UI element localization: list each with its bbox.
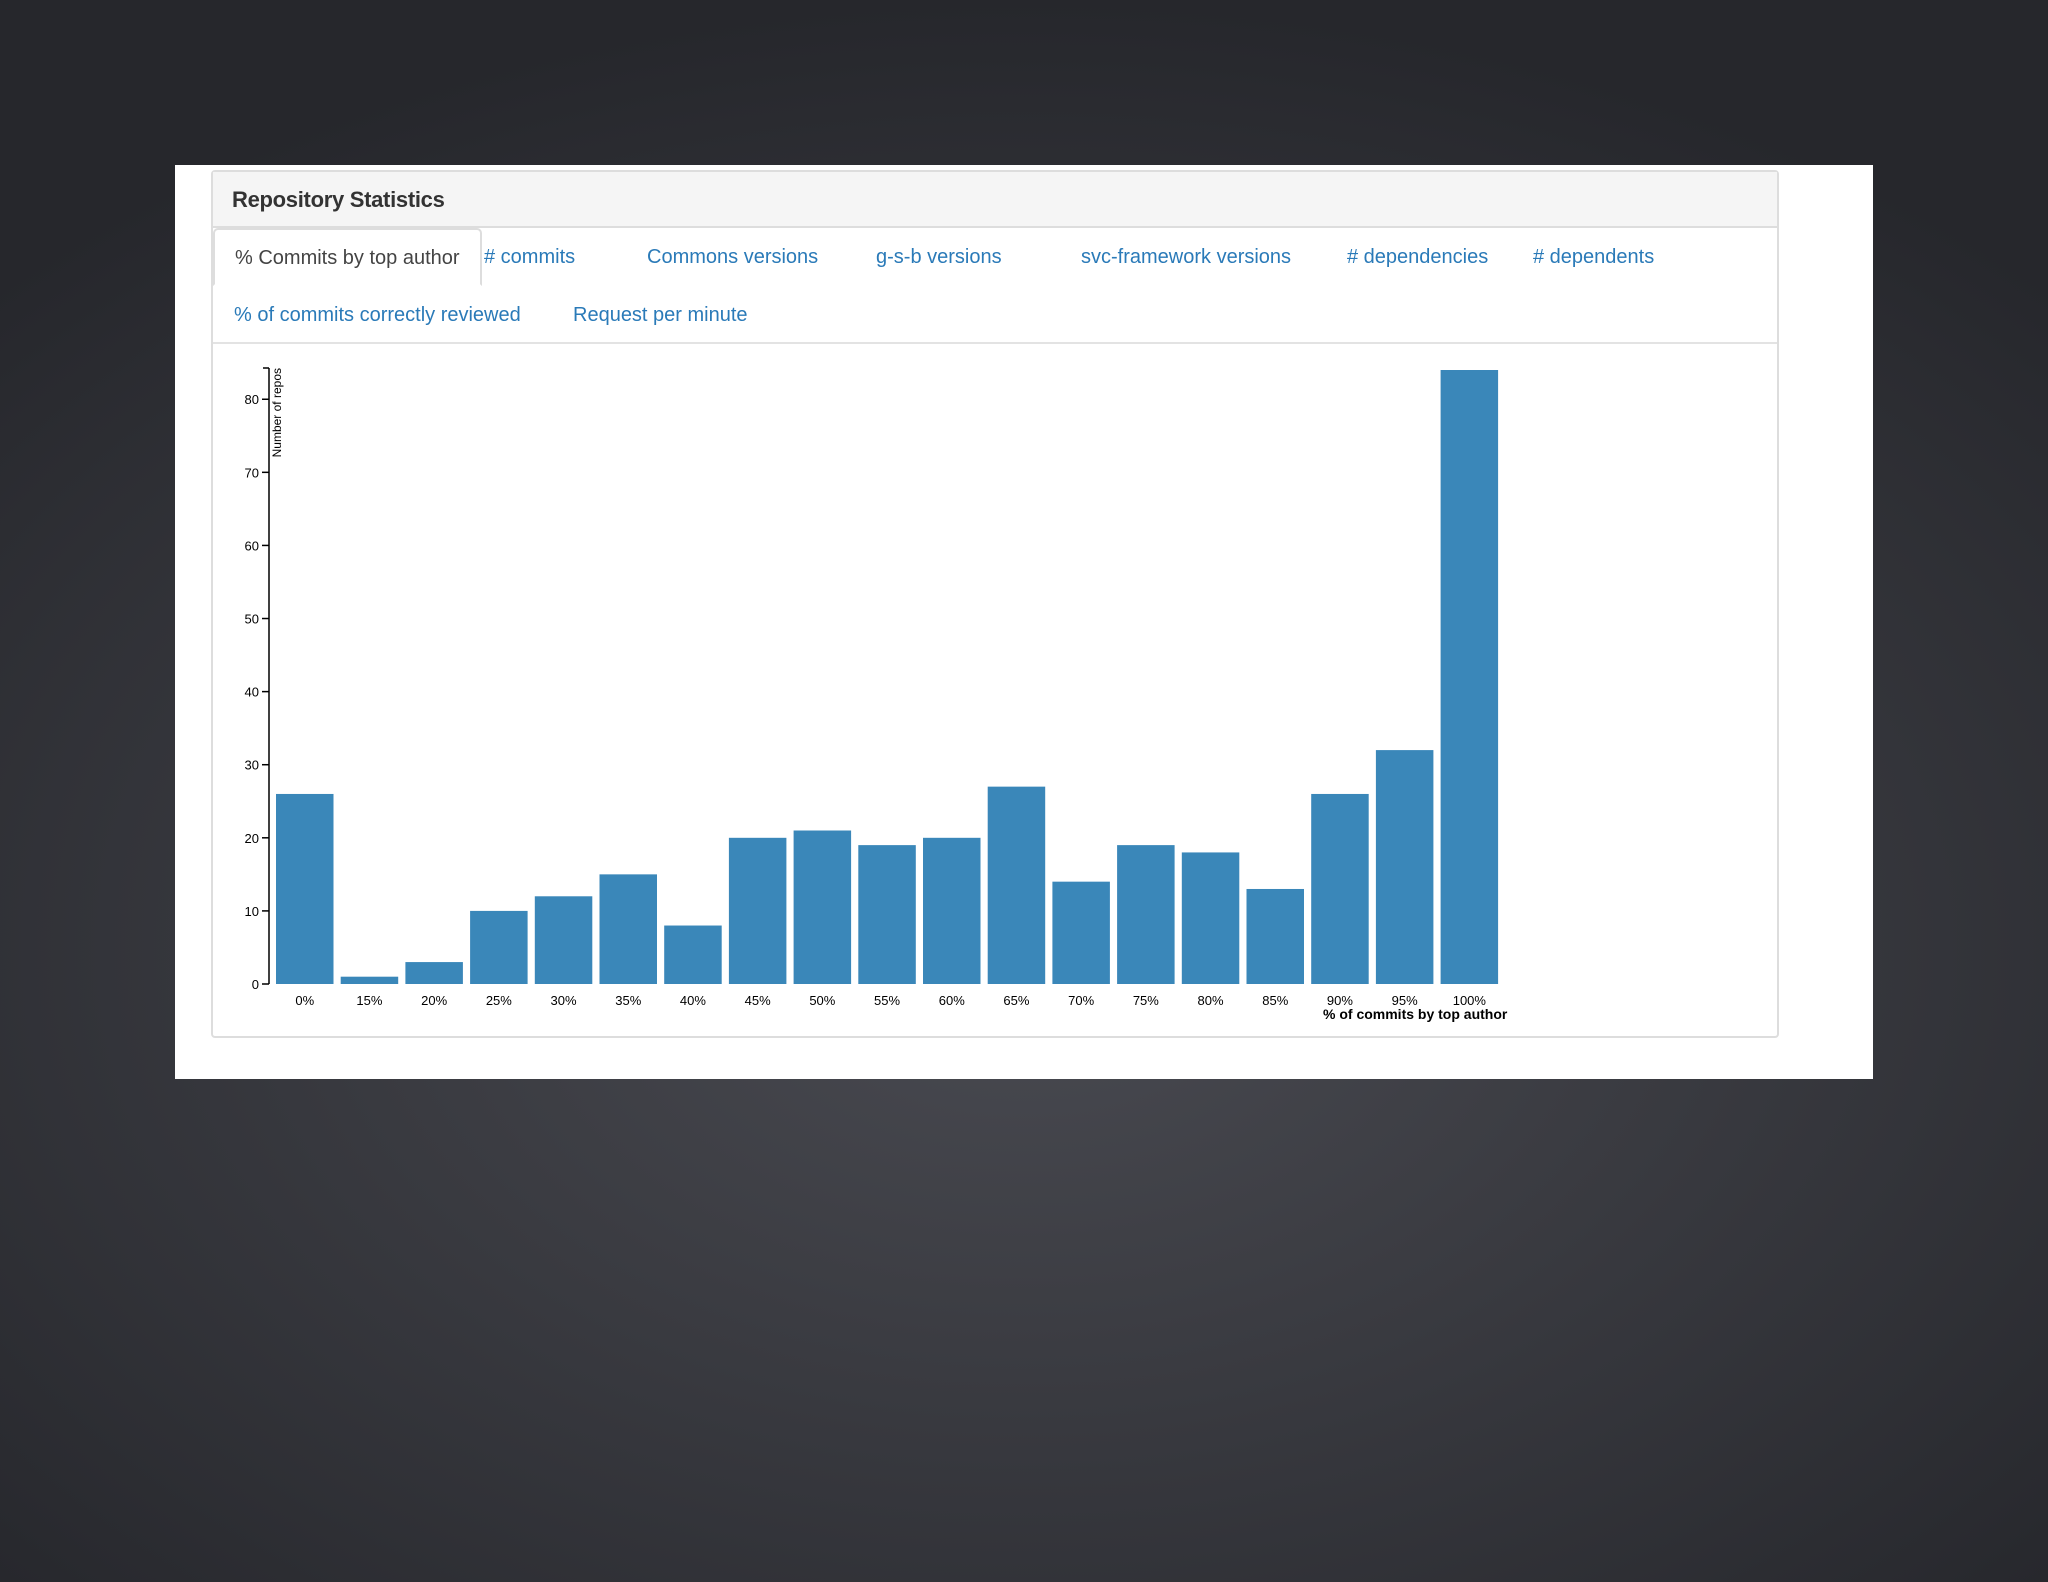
bar-75pct bbox=[1117, 845, 1175, 984]
bar-15pct bbox=[340, 976, 399, 984]
tab-dependents[interactable]: # dependents bbox=[1533, 246, 1655, 268]
bar-0pct bbox=[276, 793, 334, 984]
x-tick-label-50pct: 50% bbox=[809, 993, 835, 1008]
bar-30pct bbox=[534, 896, 593, 984]
x-tick-label-85pct: 85% bbox=[1262, 993, 1288, 1008]
bar-45pct bbox=[728, 837, 787, 984]
panel-title: Repository Statistics bbox=[232, 187, 445, 212]
x-tick-label-30pct: 30% bbox=[551, 993, 577, 1008]
bar-85pct bbox=[1246, 888, 1304, 984]
bar-40pct bbox=[664, 925, 722, 984]
bar-50pct bbox=[793, 830, 852, 984]
x-tick-label-55pct: 55% bbox=[874, 993, 900, 1008]
tab-commits[interactable]: # commits bbox=[484, 246, 576, 268]
bar-80pct bbox=[1181, 852, 1240, 984]
tab-commits-correctly-reviewed[interactable]: % of commits correctly reviewed bbox=[234, 304, 521, 326]
y-tick-label-60: 60 bbox=[245, 538, 259, 553]
repository-statistics-panel: Repository Statistics % Commits by top a… bbox=[211, 170, 1779, 1038]
y-tick-label-0: 0 bbox=[252, 977, 259, 992]
bar-20pct bbox=[405, 962, 463, 984]
x-tick-label-70pct: 70% bbox=[1068, 993, 1094, 1008]
tab-svc-framework-versions[interactable]: svc-framework versions bbox=[1081, 246, 1292, 268]
x-tick-label-95pct: 95% bbox=[1392, 993, 1418, 1008]
bar-55pct bbox=[858, 845, 916, 984]
x-tick-label-20pct: 20% bbox=[421, 993, 447, 1008]
y-tick-label-70: 70 bbox=[245, 465, 259, 480]
x-tick-label-40pct: 40% bbox=[680, 993, 706, 1008]
y-tick-label-40: 40 bbox=[245, 685, 259, 700]
bar-90pct bbox=[1311, 793, 1369, 984]
x-tick-label-45pct: 45% bbox=[745, 993, 771, 1008]
tab-dependencies[interactable]: # dependencies bbox=[1347, 246, 1489, 268]
chart-area: 0 10 20 30 40 50 60 70 80 Number of repos 0% 15% 20%… bbox=[213, 344, 1777, 1034]
x-tick-label-75pct: 75% bbox=[1133, 993, 1159, 1008]
bar-100pct bbox=[1440, 370, 1499, 984]
x-tick-label-60pct: 60% bbox=[939, 993, 965, 1008]
y-tick-label-10: 10 bbox=[245, 904, 259, 919]
bar-65pct bbox=[987, 786, 1046, 984]
x-tick-label-90pct: 90% bbox=[1327, 993, 1353, 1008]
x-tick-label-100pct: 100% bbox=[1453, 993, 1487, 1008]
panel-heading: Repository Statistics bbox=[213, 172, 1777, 228]
x-tick-label-25pct: 25% bbox=[486, 993, 512, 1008]
x-tick-label-15pct: 15% bbox=[356, 993, 382, 1008]
x-tick-label-35pct: 35% bbox=[615, 993, 641, 1008]
y-tick-label-50: 50 bbox=[245, 612, 259, 627]
y-axis-title: Number of repos bbox=[270, 368, 284, 457]
y-tick-label-20: 20 bbox=[245, 831, 259, 846]
bar-35pct bbox=[599, 874, 657, 984]
tab-request-per-minute[interactable]: Request per minute bbox=[573, 304, 748, 326]
x-tick-label-0pct: 0% bbox=[295, 993, 314, 1008]
bar-70pct bbox=[1052, 881, 1110, 984]
bar-60pct bbox=[923, 837, 981, 984]
histogram-chart: 0 10 20 30 40 50 60 70 80 Number of repos 0% 15% 20%… bbox=[245, 367, 1508, 1022]
x-tick-label-80pct: 80% bbox=[1198, 993, 1224, 1008]
x-axis-title: % of commits by top author bbox=[1323, 1006, 1508, 1022]
x-tick-label-65pct: 65% bbox=[1003, 993, 1029, 1008]
bar-95pct bbox=[1375, 750, 1434, 984]
tab-commons-versions[interactable]: Commons versions bbox=[647, 246, 819, 268]
tab-commits-by-top-author[interactable]: % Commits by top author bbox=[213, 228, 482, 286]
tab-gsb-versions[interactable]: g-s-b versions bbox=[876, 246, 1002, 268]
tab-bar: % Commits by top author # commits Common… bbox=[213, 228, 1777, 344]
screenshot-frame: Repository Statistics % Commits by top a… bbox=[175, 165, 1873, 1079]
y-tick-label-80: 80 bbox=[245, 392, 259, 407]
y-tick-label-30: 30 bbox=[245, 758, 259, 773]
bar-25pct bbox=[470, 910, 528, 984]
